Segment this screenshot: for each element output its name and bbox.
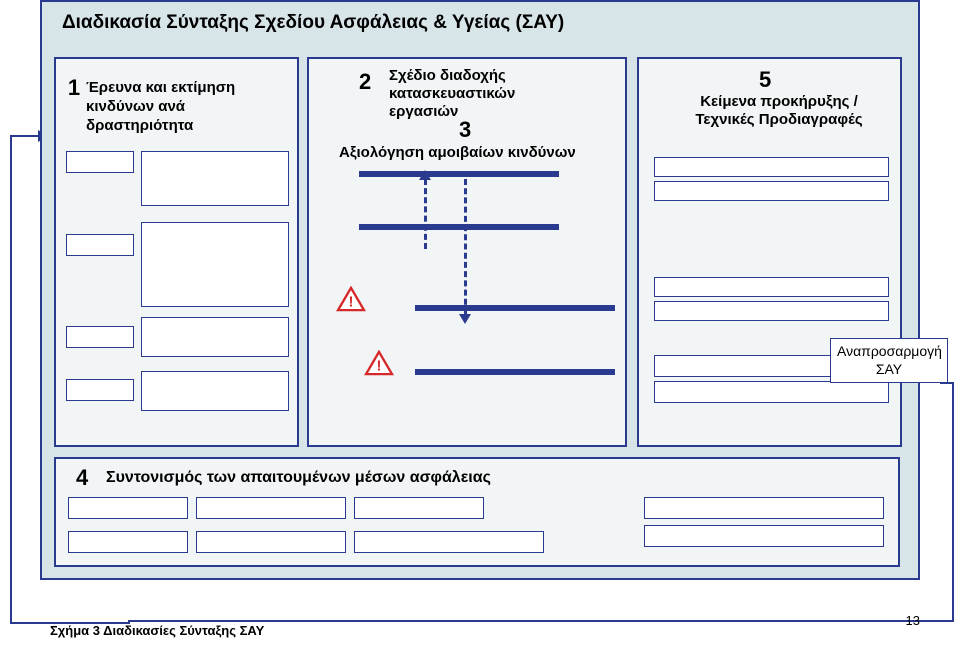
column-3: 5 Κείμενα προκήρυξης / Τεχνικές Προδιαγρ…: [637, 57, 902, 447]
placeholder-box: [196, 497, 346, 519]
warning-icon: !: [336, 286, 366, 312]
svg-text:!: !: [377, 358, 382, 374]
step-label-5: Κείμενα προκήρυξης / Τεχνικές Προδιαγραφ…: [689, 93, 869, 129]
placeholder-box: [68, 531, 188, 553]
step-number-5: 5: [759, 67, 771, 93]
column-2: 2 Σχέδιο διαδοχής κατασκευαστικών εργασι…: [307, 57, 627, 447]
callout-readjust: Αναπροσαρμογή ΣΑΥ: [830, 338, 948, 383]
step-label-2: Σχέδιο διαδοχής κατασκευαστικών εργασιών: [389, 67, 569, 121]
placeholder-box: [141, 222, 289, 307]
column-4: 4 Συντονισμός των απαιτουμένων μέσων ασφ…: [54, 457, 900, 567]
placeholder-box: [644, 525, 884, 547]
timeline-bar: [415, 305, 615, 311]
placeholder-box: [654, 381, 889, 403]
arrow-head-icon: [459, 314, 471, 324]
placeholder-box: [654, 301, 889, 321]
dashed-arrow-up: [424, 179, 427, 249]
placeholder-box: [66, 151, 134, 173]
feedback-line: [10, 135, 12, 622]
step-number-2: 2: [359, 69, 371, 95]
timeline-bar: [359, 171, 559, 177]
placeholder-box: [66, 234, 134, 256]
timeline-bar: [359, 224, 559, 230]
column-1: 1 Έρευνα και εκτίμηση κινδύνων ανά δραστ…: [54, 57, 299, 447]
placeholder-box: [354, 497, 484, 519]
placeholder-box: [66, 326, 134, 348]
step-label-3: Αξιολόγηση αμοιβαίων κινδύνων: [339, 144, 576, 161]
placeholder-box: [141, 317, 289, 357]
figure-caption: Σχήμα 3 Διαδικασίες Σύνταξης ΣΑΥ: [50, 623, 264, 638]
placeholder-box: [654, 157, 889, 177]
placeholder-box: [654, 277, 889, 297]
step-label-1: Έρευνα και εκτίμηση κινδύνων ανά δραστηρ…: [86, 79, 286, 135]
step-number-3: 3: [459, 117, 471, 143]
timeline-bar: [415, 369, 615, 375]
arrow-head-icon: [419, 170, 431, 180]
step-label-4: Συντονισμός των απαιτουμένων μέσων ασφάλ…: [106, 469, 491, 487]
outer-frame: Διαδικασία Σύνταξης Σχεδίου Ασφάλειας & …: [40, 0, 920, 580]
step-number-4: 4: [76, 465, 88, 491]
placeholder-box: [68, 497, 188, 519]
step-number-1: 1: [64, 75, 84, 101]
placeholder-box: [141, 151, 289, 206]
placeholder-box: [644, 497, 884, 519]
placeholder-box: [196, 531, 346, 553]
diagram-title: Διαδικασία Σύνταξης Σχεδίου Ασφάλειας & …: [62, 12, 564, 34]
warning-icon: !: [364, 350, 394, 376]
page-number: 13: [906, 613, 920, 628]
placeholder-box: [66, 379, 134, 401]
callout-label: Αναπροσαρμογή ΣΑΥ: [837, 343, 942, 377]
dashed-arrow-down: [464, 179, 467, 314]
placeholder-box: [654, 181, 889, 201]
svg-text:!: !: [349, 294, 354, 310]
callout-connector: [128, 620, 954, 622]
placeholder-box: [141, 371, 289, 411]
feedback-line: [10, 135, 40, 137]
placeholder-box: [354, 531, 544, 553]
diagram-page: Διαδικασία Σύνταξης Σχεδίου Ασφάλειας & …: [0, 0, 960, 648]
callout-connector: [952, 382, 954, 622]
